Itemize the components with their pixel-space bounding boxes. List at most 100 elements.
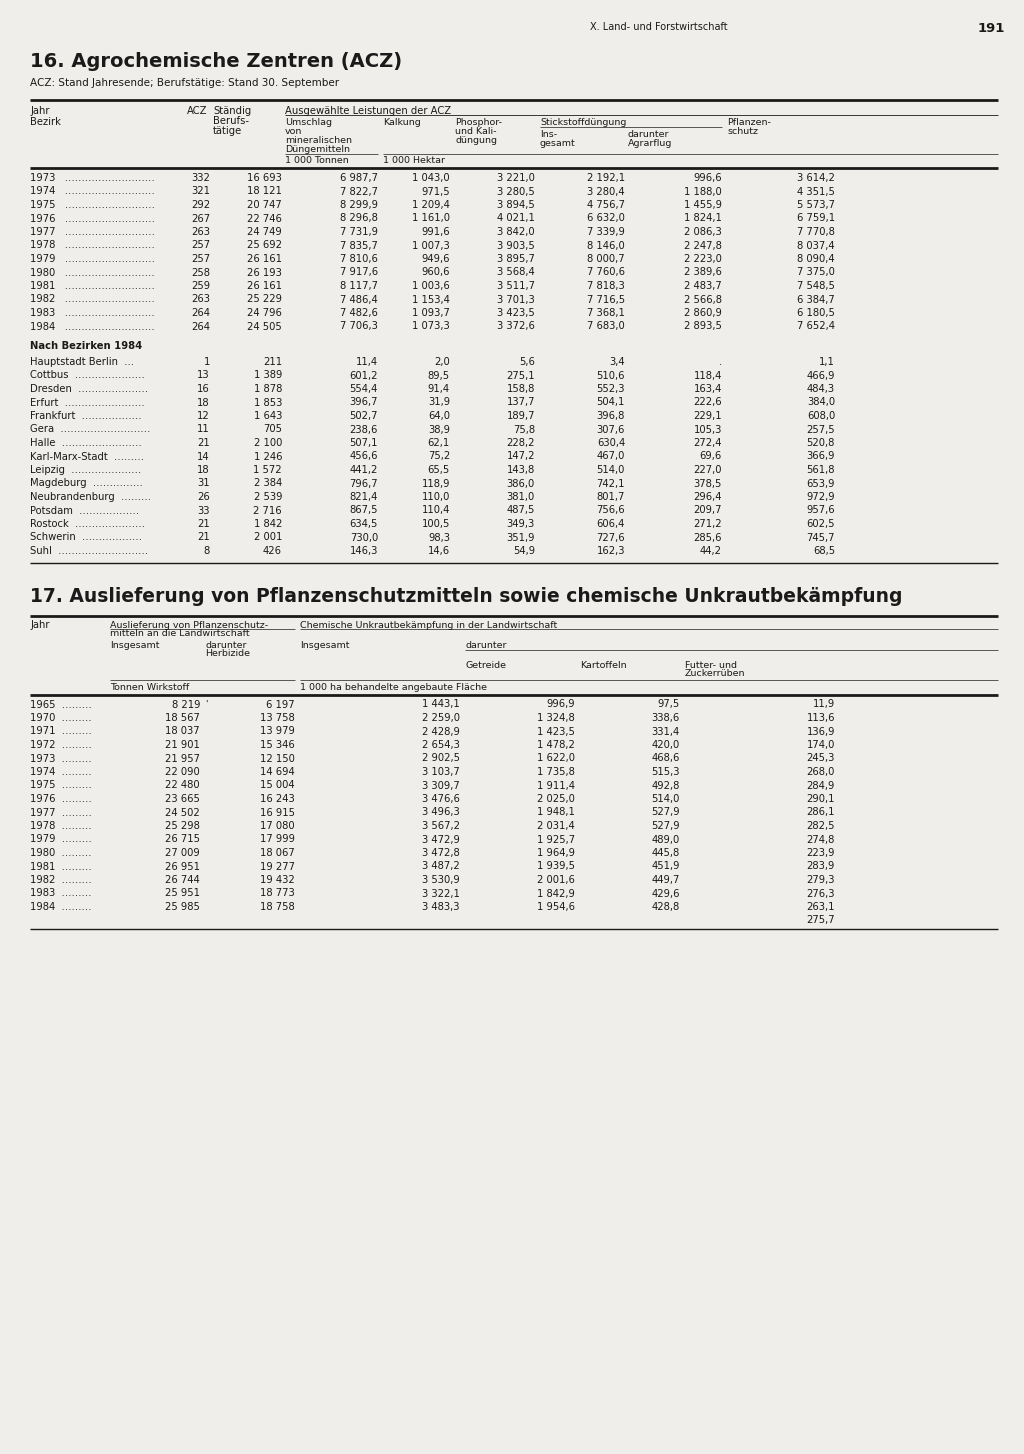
Text: 484,3: 484,3 — [807, 384, 835, 394]
Text: 15 346: 15 346 — [260, 740, 295, 750]
Text: 504,1: 504,1 — [597, 397, 625, 407]
Text: 16 915: 16 915 — [260, 807, 295, 817]
Text: 14,6: 14,6 — [428, 547, 450, 555]
Text: 1975   ………………………: 1975 ……………………… — [30, 201, 155, 209]
Text: 1 824,1: 1 824,1 — [684, 214, 722, 224]
Text: 1977  ………: 1977 ……… — [30, 807, 92, 817]
Text: 285,6: 285,6 — [693, 532, 722, 542]
Text: darunter: darunter — [628, 129, 670, 140]
Text: von: von — [285, 126, 302, 137]
Text: 630,4: 630,4 — [597, 438, 625, 448]
Text: 332: 332 — [191, 173, 210, 183]
Text: 238,6: 238,6 — [349, 425, 378, 435]
Text: Herbizide: Herbizide — [205, 650, 250, 659]
Text: 118,9: 118,9 — [422, 478, 450, 489]
Text: 6 759,1: 6 759,1 — [797, 214, 835, 224]
Text: 271,2: 271,2 — [693, 519, 722, 529]
Text: 1 188,0: 1 188,0 — [684, 186, 722, 196]
Text: 6 384,7: 6 384,7 — [798, 295, 835, 304]
Text: 510,6: 510,6 — [597, 371, 625, 381]
Text: 3 476,6: 3 476,6 — [422, 794, 460, 804]
Text: 514,0: 514,0 — [597, 465, 625, 475]
Text: 349,3: 349,3 — [507, 519, 535, 529]
Text: 7 706,3: 7 706,3 — [340, 321, 378, 332]
Text: 492,8: 492,8 — [651, 781, 680, 791]
Text: 163,4: 163,4 — [693, 384, 722, 394]
Text: 6 180,5: 6 180,5 — [797, 308, 835, 318]
Text: 11,4: 11,4 — [356, 358, 378, 366]
Text: Hauptstadt Berlin  ...: Hauptstadt Berlin ... — [30, 358, 134, 366]
Text: Neubrandenburg  ………: Neubrandenburg ……… — [30, 491, 151, 502]
Text: 554,4: 554,4 — [349, 384, 378, 394]
Text: 449,7: 449,7 — [651, 875, 680, 885]
Text: 1965  ………: 1965 ……… — [30, 699, 92, 710]
Text: 7 652,4: 7 652,4 — [797, 321, 835, 332]
Text: 3 280,4: 3 280,4 — [588, 186, 625, 196]
Text: 26: 26 — [198, 491, 210, 502]
Text: 3,4: 3,4 — [609, 358, 625, 366]
Text: 14 694: 14 694 — [260, 768, 295, 776]
Text: 2 893,5: 2 893,5 — [684, 321, 722, 332]
Text: Agrarflug: Agrarflug — [628, 140, 673, 148]
Text: 3 487,2: 3 487,2 — [422, 862, 460, 871]
Text: Schwerin  ………………: Schwerin ……………… — [30, 532, 142, 542]
Text: 2 031,4: 2 031,4 — [538, 822, 575, 832]
Text: und Kali-: und Kali- — [455, 126, 497, 137]
Text: 653,9: 653,9 — [807, 478, 835, 489]
Text: 957,6: 957,6 — [806, 506, 835, 516]
Text: 7 368,1: 7 368,1 — [587, 308, 625, 318]
Text: 396,8: 396,8 — [597, 411, 625, 422]
Text: 515,3: 515,3 — [651, 768, 680, 776]
Text: 118,4: 118,4 — [693, 371, 722, 381]
Text: 1 478,2: 1 478,2 — [538, 740, 575, 750]
Text: 223,9: 223,9 — [807, 848, 835, 858]
Text: 1 853: 1 853 — [254, 397, 282, 407]
Text: 2 566,8: 2 566,8 — [684, 295, 722, 304]
Text: 489,0: 489,0 — [651, 835, 680, 845]
Text: 3 423,5: 3 423,5 — [498, 308, 535, 318]
Text: 5 573,7: 5 573,7 — [797, 201, 835, 209]
Text: 338,6: 338,6 — [651, 712, 680, 723]
Text: 258: 258 — [191, 268, 210, 278]
Text: 1 939,5: 1 939,5 — [537, 862, 575, 871]
Text: 75,8: 75,8 — [513, 425, 535, 435]
Text: 21 901: 21 901 — [165, 740, 200, 750]
Text: 949,6: 949,6 — [422, 254, 450, 265]
Text: 507,1: 507,1 — [349, 438, 378, 448]
Text: 331,4: 331,4 — [651, 727, 680, 737]
Text: 110,0: 110,0 — [422, 491, 450, 502]
Text: 21: 21 — [198, 532, 210, 542]
Text: 1 153,4: 1 153,4 — [412, 295, 450, 304]
Text: 1978   ………………………: 1978 ……………………… — [30, 240, 155, 250]
Text: 441,2: 441,2 — [349, 465, 378, 475]
Text: 1 000 Tonnen: 1 000 Tonnen — [285, 156, 349, 164]
Text: 8 000,7: 8 000,7 — [588, 254, 625, 265]
Text: Umschlag: Umschlag — [285, 118, 332, 126]
Text: 6 632,0: 6 632,0 — [587, 214, 625, 224]
Text: 25 985: 25 985 — [165, 901, 200, 912]
Text: 3 372,6: 3 372,6 — [497, 321, 535, 332]
Text: Jahr: Jahr — [30, 106, 49, 116]
Text: 1 000 ha behandelte angebaute Fläche: 1 000 ha behandelte angebaute Fläche — [300, 682, 487, 692]
Text: .: . — [719, 358, 722, 366]
Text: 527,9: 527,9 — [651, 807, 680, 817]
Text: 1984  ………: 1984 ……… — [30, 901, 91, 912]
Text: 601,2: 601,2 — [349, 371, 378, 381]
Text: 3 530,9: 3 530,9 — [422, 875, 460, 885]
Text: 321: 321 — [191, 186, 210, 196]
Text: 97,5: 97,5 — [657, 699, 680, 710]
Text: 22 746: 22 746 — [247, 214, 282, 224]
Text: 257,5: 257,5 — [806, 425, 835, 435]
Text: 1982   ………………………: 1982 ……………………… — [30, 295, 155, 304]
Text: 487,5: 487,5 — [507, 506, 535, 516]
Text: 3 221,0: 3 221,0 — [497, 173, 535, 183]
Text: 1,1: 1,1 — [819, 358, 835, 366]
Text: tätige: tätige — [213, 126, 243, 137]
Text: ACZ: Stand Jahresende; Berufstätige: Stand 30. September: ACZ: Stand Jahresende; Berufstätige: Sta… — [30, 79, 339, 89]
Text: 279,3: 279,3 — [807, 875, 835, 885]
Text: 24 502: 24 502 — [165, 807, 200, 817]
Text: 6 987,7: 6 987,7 — [340, 173, 378, 183]
Text: 2 654,3: 2 654,3 — [422, 740, 460, 750]
Text: 162,3: 162,3 — [597, 547, 625, 555]
Text: Frankfurt  ………………: Frankfurt ……………… — [30, 411, 141, 422]
